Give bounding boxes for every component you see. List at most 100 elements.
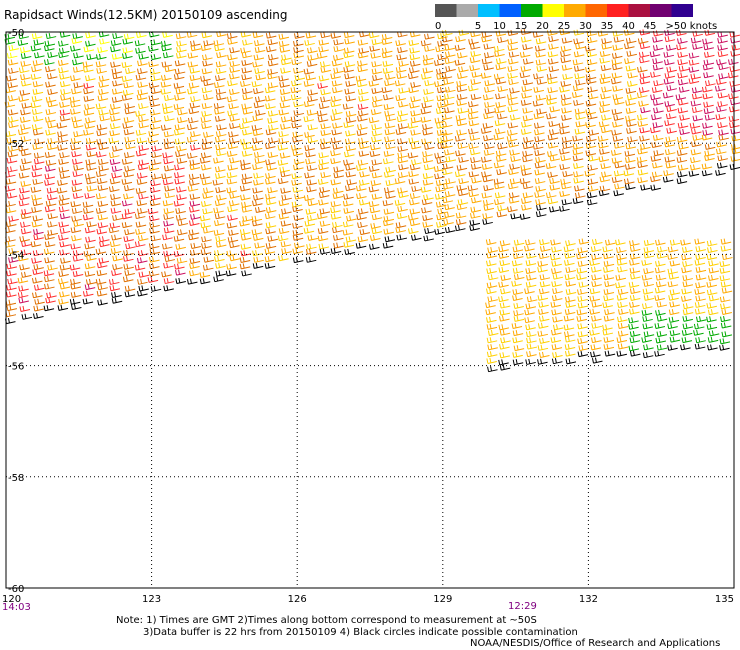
wind-barb	[320, 171, 331, 179]
wind-barb	[563, 331, 575, 338]
wind-barb	[174, 172, 185, 179]
wind-barb	[539, 337, 550, 344]
wind-barb	[111, 297, 123, 304]
wind-barb	[371, 159, 383, 166]
wind-barb	[708, 295, 720, 302]
wind-barb	[5, 299, 17, 306]
wind-barb	[603, 260, 615, 267]
wind-barb	[664, 149, 676, 156]
wind-barb	[702, 93, 714, 100]
wind-barb	[509, 87, 520, 94]
wind-barb	[111, 96, 123, 103]
wind-barb	[47, 122, 58, 129]
wind-barb	[482, 218, 493, 225]
wind-barb	[175, 151, 186, 158]
wind-barb	[17, 145, 29, 152]
wind-barb	[358, 95, 369, 102]
wind-barb	[481, 31, 493, 38]
wind-barb	[7, 278, 18, 285]
wind-barb	[82, 298, 94, 305]
wind-barb	[86, 221, 97, 228]
wind-barb	[689, 122, 701, 129]
wind-barb	[436, 214, 447, 221]
wind-barb	[163, 165, 175, 172]
wind-barb	[508, 51, 520, 58]
wind-barb	[277, 159, 289, 166]
wind-barb	[135, 129, 147, 136]
wind-barb	[320, 129, 332, 136]
wind-barb	[638, 87, 650, 94]
wind-barb	[319, 220, 331, 227]
wind-barb	[677, 122, 689, 129]
wind-barb	[422, 179, 434, 186]
wind-barb	[254, 242, 265, 249]
wind-barb	[150, 75, 161, 82]
note-line-1: Note: 1) Times are GMT 2)Times along bot…	[116, 615, 537, 626]
wind-barb	[252, 137, 263, 144]
wind-barb	[161, 103, 173, 110]
wind-barb	[677, 164, 689, 171]
wind-barb	[629, 259, 640, 266]
wind-barb	[467, 85, 479, 92]
wind-barb	[293, 101, 304, 108]
wind-barb	[435, 186, 446, 193]
wind-barb	[653, 80, 664, 87]
wind-barb	[186, 31, 198, 38]
wind-barb	[552, 324, 564, 331]
wind-barb	[625, 107, 637, 114]
wind-barb	[444, 226, 456, 234]
wind-barb	[534, 136, 545, 143]
wind-barb	[665, 113, 677, 120]
wind-barb	[565, 301, 576, 308]
wind-barb	[267, 82, 279, 89]
wind-barb	[227, 54, 238, 61]
wind-barb	[498, 359, 509, 366]
wind-barb	[520, 128, 532, 135]
note-line-2: 3)Data buffer is 22 hrs from 20150109 4)…	[143, 627, 578, 638]
wind-barb	[345, 164, 356, 171]
wind-barb	[278, 255, 289, 262]
wind-barb	[371, 87, 383, 95]
wind-barb	[320, 89, 331, 96]
wind-barb	[600, 126, 612, 134]
wind-barb	[252, 129, 264, 137]
wind-barb	[82, 214, 94, 221]
wind-barb	[70, 278, 81, 285]
wind-barb	[470, 93, 482, 100]
wind-barb	[318, 164, 329, 171]
wind-barb	[150, 285, 162, 292]
wind-barb	[19, 164, 31, 172]
wind-barb	[509, 149, 520, 156]
wind-barb	[602, 302, 613, 309]
wind-barb	[522, 143, 534, 150]
wind-barb	[398, 87, 410, 94]
wind-barb	[267, 124, 279, 131]
wind-barb	[216, 94, 227, 101]
wind-barb	[563, 315, 575, 322]
wind-barb	[716, 59, 727, 66]
wind-barb	[642, 288, 654, 295]
wind-barb	[443, 218, 454, 226]
wind-barb	[495, 64, 507, 71]
wind-barb	[548, 66, 560, 73]
wind-barb	[123, 117, 135, 124]
wind-barb	[44, 173, 56, 180]
wind-barb	[702, 64, 714, 71]
wind-barb	[201, 87, 213, 94]
wind-barb	[547, 58, 559, 65]
wind-barb	[82, 61, 94, 68]
wind-barb	[19, 305, 31, 312]
wind-barb	[229, 122, 240, 129]
wind-barb	[150, 173, 162, 180]
wind-barb	[625, 87, 637, 94]
wind-barb	[628, 345, 640, 352]
wind-barb	[703, 51, 715, 58]
wind-barb	[525, 267, 536, 274]
wind-barb	[148, 215, 160, 222]
wind-barb	[57, 179, 68, 186]
wind-barb	[280, 95, 292, 102]
wind-barb	[164, 255, 176, 263]
wind-barb	[409, 192, 421, 200]
wind-barb	[597, 30, 609, 37]
wind-barb	[7, 166, 18, 173]
